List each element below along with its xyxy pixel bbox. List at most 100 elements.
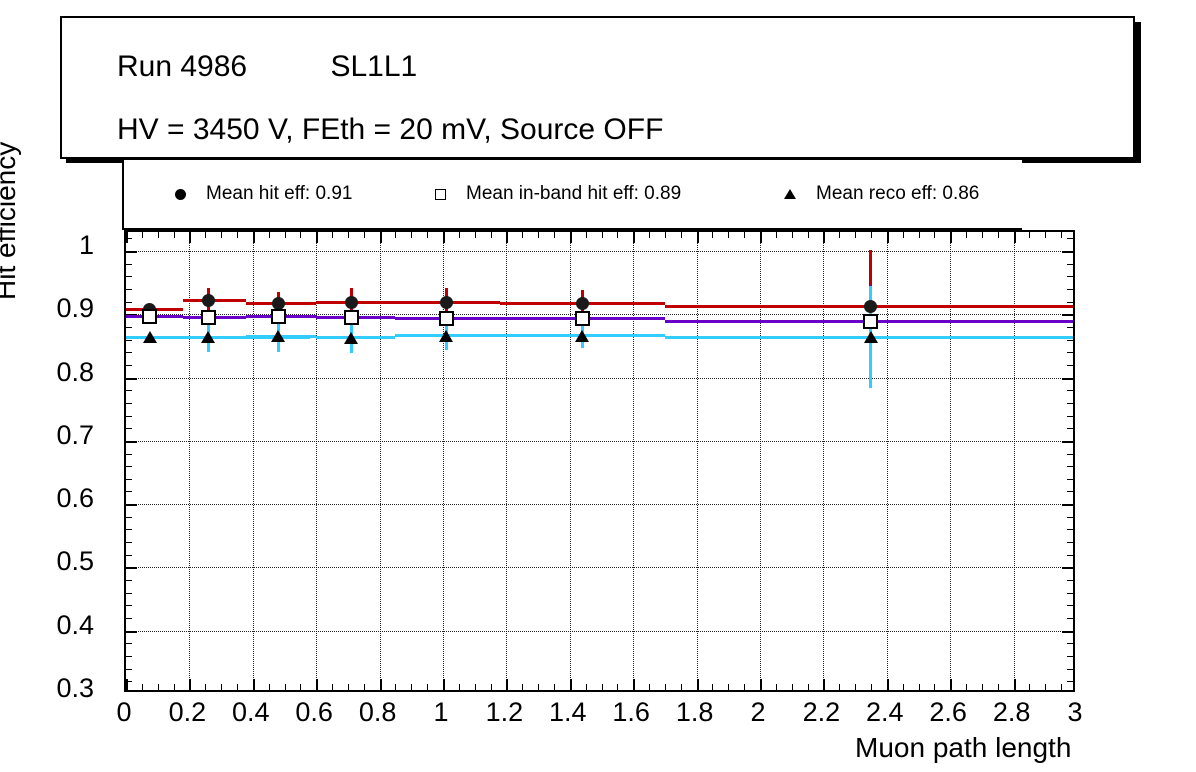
x-axis-tick xyxy=(950,679,953,690)
y-axis-tick xyxy=(126,630,137,633)
y-axis-minor-tick xyxy=(126,453,132,455)
x-axis-minor-tick xyxy=(934,684,936,690)
legend-entry-1[interactable]: Mean in-band hit eff: 0.89 xyxy=(414,182,681,206)
plot-frame xyxy=(124,230,1075,692)
x-axis-tick xyxy=(316,679,319,690)
data-point-filled-circle xyxy=(344,296,358,310)
x-axis-tick-label: 1.6 xyxy=(612,697,650,727)
data-point-filled-triangle xyxy=(575,329,590,342)
x-axis-tick xyxy=(126,679,128,690)
x-axis-minor-tick xyxy=(395,684,397,690)
x-axis-tick xyxy=(189,232,192,243)
x-axis-minor-tick xyxy=(141,232,143,238)
x-axis-tick xyxy=(379,679,382,690)
y-axis-minor-tick xyxy=(126,516,132,518)
data-point-filled-circle xyxy=(575,297,589,310)
x-axis-minor-tick xyxy=(902,232,904,238)
y-axis-minor-tick xyxy=(126,466,132,468)
x-axis-minor-tick xyxy=(427,684,429,690)
x-axis-minor-tick xyxy=(221,232,223,238)
data-point-open-square xyxy=(270,309,286,325)
x-axis-minor-tick xyxy=(458,232,460,238)
data-point-filled-triangle xyxy=(439,329,454,342)
filled-triangle-icon xyxy=(764,189,816,199)
x-axis-minor-tick xyxy=(284,232,286,238)
x-axis-minor-tick xyxy=(649,684,651,690)
y-axis-minor-tick xyxy=(1067,542,1073,544)
data-point-open-square xyxy=(863,314,879,330)
y-gridline xyxy=(126,314,1073,316)
y-axis-minor-tick xyxy=(1067,478,1073,480)
y-axis-minor-tick xyxy=(1067,668,1073,670)
y-axis-minor-tick xyxy=(126,643,132,645)
x-gridline xyxy=(252,232,254,690)
x-axis-tick xyxy=(569,232,572,243)
x-gridline xyxy=(443,232,444,690)
y-axis-minor-tick xyxy=(1067,453,1073,455)
y-axis-minor-tick xyxy=(1067,276,1073,278)
x-axis-minor-tick xyxy=(966,232,968,238)
x-axis-minor-tick xyxy=(474,684,476,690)
x-axis-tick xyxy=(379,232,382,243)
x-axis-minor-tick xyxy=(601,232,603,238)
x-gridline xyxy=(1013,232,1015,690)
x-gridline xyxy=(633,232,635,690)
x-axis-minor-tick xyxy=(617,684,619,690)
y-axis-tick-label: 0.6 xyxy=(56,483,94,514)
y-axis-minor-tick xyxy=(126,352,132,354)
x-axis-tick xyxy=(189,679,192,690)
x-axis-minor-tick xyxy=(807,232,809,238)
y-axis-minor-tick xyxy=(126,681,132,683)
y-axis-tick-label: 0.4 xyxy=(56,609,94,640)
x-axis-minor-tick xyxy=(268,232,270,238)
x-axis-tick xyxy=(886,232,889,243)
y-axis-minor-tick xyxy=(126,428,132,430)
y-axis-tick xyxy=(126,440,137,443)
legend-entry-2[interactable]: Mean reco eff: 0.86 xyxy=(764,182,979,206)
x-axis-minor-tick xyxy=(300,684,302,690)
y-axis-minor-tick xyxy=(126,402,132,404)
x-axis-minor-tick xyxy=(870,232,872,238)
legend-entry-0[interactable]: Mean hit eff: 0.91 xyxy=(154,182,352,206)
x-gridline xyxy=(506,232,508,690)
x-axis-tick-label: 1.2 xyxy=(485,697,524,727)
y-axis-minor-tick xyxy=(1067,656,1073,658)
x-axis-minor-tick xyxy=(205,684,207,690)
x-axis-minor-tick xyxy=(236,232,238,238)
x-axis-minor-tick xyxy=(791,232,793,238)
y-axis-minor-tick xyxy=(1067,554,1073,556)
y-axis-tick-label: 0.8 xyxy=(56,356,94,387)
x-axis-minor-tick xyxy=(221,684,223,690)
data-point-filled-triangle xyxy=(201,331,216,344)
errorbar-x-2 xyxy=(183,335,310,339)
y-axis-minor-tick xyxy=(126,491,132,493)
data-point-filled-circle xyxy=(201,294,215,308)
x-axis-minor-tick xyxy=(1029,232,1031,238)
x-axis-minor-tick xyxy=(744,684,746,690)
data-point-filled-triangle xyxy=(863,331,878,344)
y-axis-minor-tick xyxy=(1067,491,1073,493)
x-axis-minor-tick xyxy=(347,684,349,690)
x-axis-tick-label: 2.8 xyxy=(992,697,1031,727)
x-gridline xyxy=(760,232,761,690)
x-axis-minor-tick xyxy=(1061,232,1063,238)
y-axis-minor-tick xyxy=(1067,428,1073,430)
y-axis-tick xyxy=(126,567,137,570)
y-axis-minor-tick xyxy=(126,390,132,392)
x-axis-minor-tick xyxy=(680,232,682,238)
x-axis-tick xyxy=(506,679,509,690)
x-axis-minor-tick xyxy=(332,684,334,690)
filled-circle-icon xyxy=(154,188,206,200)
y-axis-title: Hit efficiency xyxy=(0,141,21,300)
y-axis-minor-tick xyxy=(126,605,132,607)
y-axis-minor-tick xyxy=(126,326,132,328)
x-axis-minor-tick xyxy=(1029,684,1031,690)
y-axis-minor-tick xyxy=(126,554,132,556)
data-point-open-square xyxy=(574,311,590,327)
y-axis-minor-tick xyxy=(1067,681,1073,683)
x-axis-minor-tick xyxy=(332,232,334,238)
x-axis-minor-tick xyxy=(997,684,999,690)
y-axis-minor-tick xyxy=(126,339,132,341)
x-axis-tick-label: 0 xyxy=(116,697,132,727)
y-axis-minor-tick xyxy=(126,364,132,366)
